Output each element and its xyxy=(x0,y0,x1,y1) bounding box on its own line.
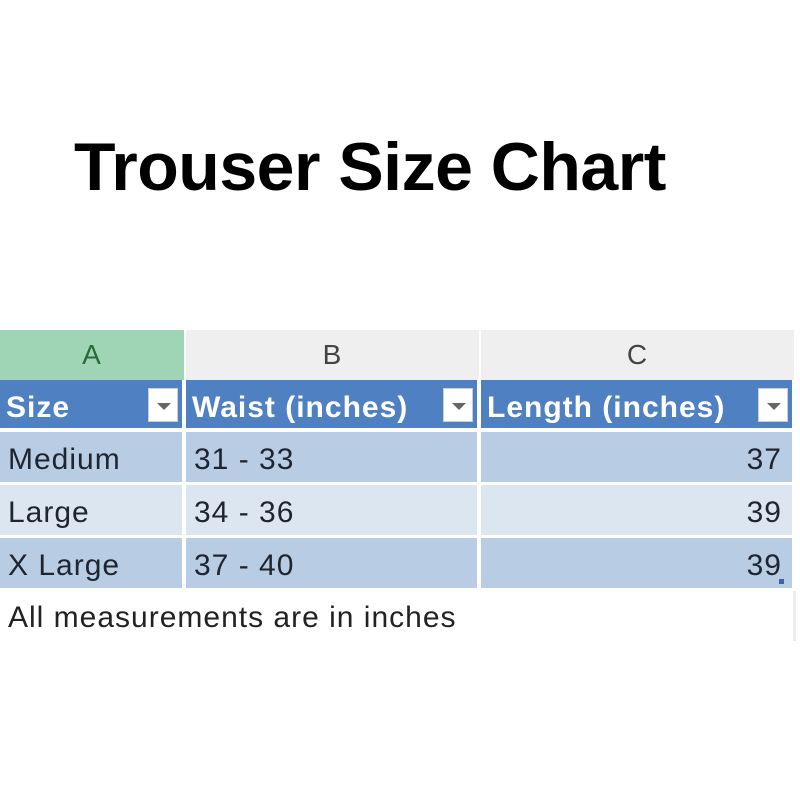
cell-length[interactable]: 37 xyxy=(481,432,796,485)
cell-length[interactable]: 39 xyxy=(481,485,796,538)
column-header-a[interactable]: A xyxy=(0,330,186,380)
measurement-note[interactable]: All measurements are in inches xyxy=(0,591,796,641)
header-label: Length (inches) xyxy=(487,391,726,424)
column-header-c[interactable]: C xyxy=(481,330,796,380)
header-label: Size xyxy=(6,391,71,424)
header-size[interactable]: Size xyxy=(0,380,186,432)
table-row: Large 34 - 36 39 xyxy=(0,485,796,538)
table-resize-handle[interactable] xyxy=(779,579,784,584)
spreadsheet-table: A B C Size Waist (inches) Length (inches… xyxy=(0,330,796,641)
cell-value: 39 xyxy=(746,549,782,582)
filter-dropdown-icon[interactable] xyxy=(443,388,473,422)
cell-length[interactable]: 39 xyxy=(481,538,796,591)
filter-dropdown-icon[interactable] xyxy=(758,388,788,422)
header-label: Waist (inches) xyxy=(192,391,409,424)
header-waist[interactable]: Waist (inches) xyxy=(186,380,481,432)
cell-size[interactable]: Medium xyxy=(0,432,186,485)
column-header-row: A B C xyxy=(0,330,796,380)
cell-size[interactable]: Large xyxy=(0,485,186,538)
cell-waist[interactable]: 31 - 33 xyxy=(186,432,481,485)
table-header-row: Size Waist (inches) Length (inches) xyxy=(0,380,796,432)
cell-size[interactable]: X Large xyxy=(0,538,186,591)
table-row: X Large 37 - 40 39 xyxy=(0,538,796,591)
cell-waist[interactable]: 37 - 40 xyxy=(186,538,481,591)
cell-waist[interactable]: 34 - 36 xyxy=(186,485,481,538)
header-length[interactable]: Length (inches) xyxy=(481,380,796,432)
table-row: Medium 31 - 33 37 xyxy=(0,432,796,485)
filter-dropdown-icon[interactable] xyxy=(148,388,178,422)
page-title: Trouser Size Chart xyxy=(74,129,666,205)
column-header-b[interactable]: B xyxy=(186,330,481,380)
